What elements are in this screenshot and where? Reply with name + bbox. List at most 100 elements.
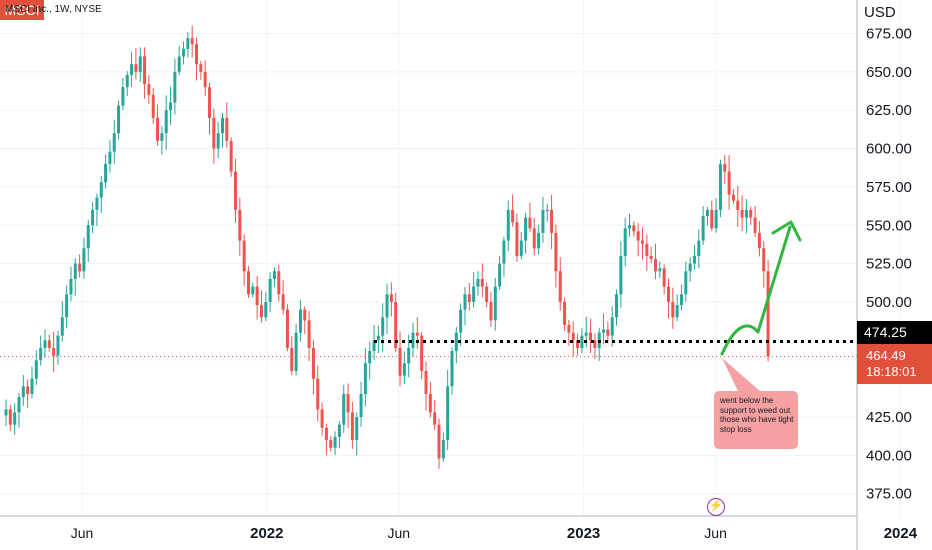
candle-body — [506, 209, 510, 241]
y-tick-label: 650.00 — [866, 64, 912, 81]
candle — [433, 399, 437, 431]
candle-body — [718, 163, 722, 210]
candle — [56, 330, 60, 365]
candle — [705, 206, 709, 226]
candle-body — [515, 222, 519, 256]
candle-body — [433, 412, 437, 425]
candle — [203, 60, 207, 97]
candle-body — [472, 286, 476, 302]
projection-arrow — [720, 220, 802, 356]
candle — [21, 375, 25, 406]
candle-body — [385, 294, 389, 318]
candle-body — [95, 197, 99, 210]
candle — [615, 289, 619, 326]
lightning-icon[interactable]: ⚡ — [707, 498, 725, 516]
candle-body — [320, 409, 324, 428]
candle-body — [108, 151, 112, 164]
candle — [450, 347, 454, 395]
candle-body — [658, 268, 662, 272]
candle — [441, 432, 445, 462]
candle — [30, 366, 34, 399]
y-tick-label: 625.00 — [866, 102, 912, 119]
candle-body — [671, 301, 675, 318]
candle-body — [225, 117, 229, 141]
y-tick-label: 525.00 — [866, 256, 912, 273]
candle-body — [606, 329, 610, 336]
candle — [740, 195, 744, 232]
candle — [550, 194, 554, 250]
candle-body — [641, 240, 645, 244]
candle — [506, 200, 510, 252]
candle — [558, 257, 562, 311]
candle-body — [52, 347, 56, 356]
candle — [545, 203, 549, 222]
candle — [749, 206, 753, 225]
currency-label[interactable]: USD — [864, 4, 896, 21]
candle — [480, 263, 484, 298]
candle-body — [740, 209, 744, 218]
candle — [69, 266, 73, 302]
candle-body — [238, 209, 242, 241]
candle — [476, 271, 480, 296]
candle — [727, 155, 731, 210]
candle — [229, 137, 233, 177]
candle-body — [277, 271, 281, 295]
candle — [697, 229, 701, 269]
candle-body — [684, 271, 688, 295]
annotation-note[interactable]: went below the support to weed out those… — [714, 391, 798, 449]
candle-body — [169, 102, 173, 111]
candle-body — [78, 263, 82, 272]
y-tick-label: 575.00 — [866, 179, 912, 196]
candle — [73, 258, 77, 296]
candle-body — [467, 294, 471, 302]
candle — [342, 384, 346, 433]
candle — [134, 47, 138, 80]
y-axis-ticks: 675.00 650.00 625.00 600.00 575.00 550.00 525.… — [866, 26, 912, 503]
candle — [86, 220, 90, 262]
candle — [602, 313, 606, 345]
candle — [255, 276, 259, 320]
candle — [684, 261, 688, 302]
candle-body — [675, 305, 679, 318]
candle — [151, 88, 155, 125]
candle — [91, 201, 95, 234]
candle-body — [654, 258, 657, 272]
candle — [290, 336, 294, 376]
candle-body — [39, 347, 43, 361]
candle — [138, 47, 142, 82]
candle — [130, 51, 134, 87]
candle-body — [73, 263, 77, 279]
candle — [679, 284, 683, 311]
candle — [528, 202, 532, 232]
candle-body — [744, 209, 748, 218]
candle — [13, 403, 17, 435]
candle-body — [368, 351, 372, 364]
candle-body — [420, 335, 424, 371]
candle — [389, 282, 393, 317]
candle-body — [242, 240, 246, 272]
candle — [199, 61, 203, 80]
candle — [355, 412, 359, 456]
candle — [60, 301, 64, 342]
candle — [766, 259, 770, 362]
candle-body — [13, 412, 17, 425]
candle-body — [173, 71, 177, 103]
candle — [692, 245, 696, 270]
candle-body — [17, 397, 21, 413]
candle — [147, 74, 151, 104]
candle — [701, 206, 705, 245]
candle-body — [359, 393, 363, 417]
candle-body — [138, 56, 142, 72]
candle — [160, 126, 164, 155]
candle — [337, 421, 341, 449]
candle-body — [229, 140, 233, 172]
axes — [0, 0, 858, 550]
candle-body — [91, 209, 95, 226]
candle-body — [567, 324, 571, 333]
symbol-info[interactable]: MSCI Inc., 1W, NYSE — [5, 4, 102, 15]
candle-body — [134, 64, 138, 72]
candle-body — [428, 393, 432, 413]
candle-body — [615, 294, 619, 318]
candle — [298, 299, 302, 342]
